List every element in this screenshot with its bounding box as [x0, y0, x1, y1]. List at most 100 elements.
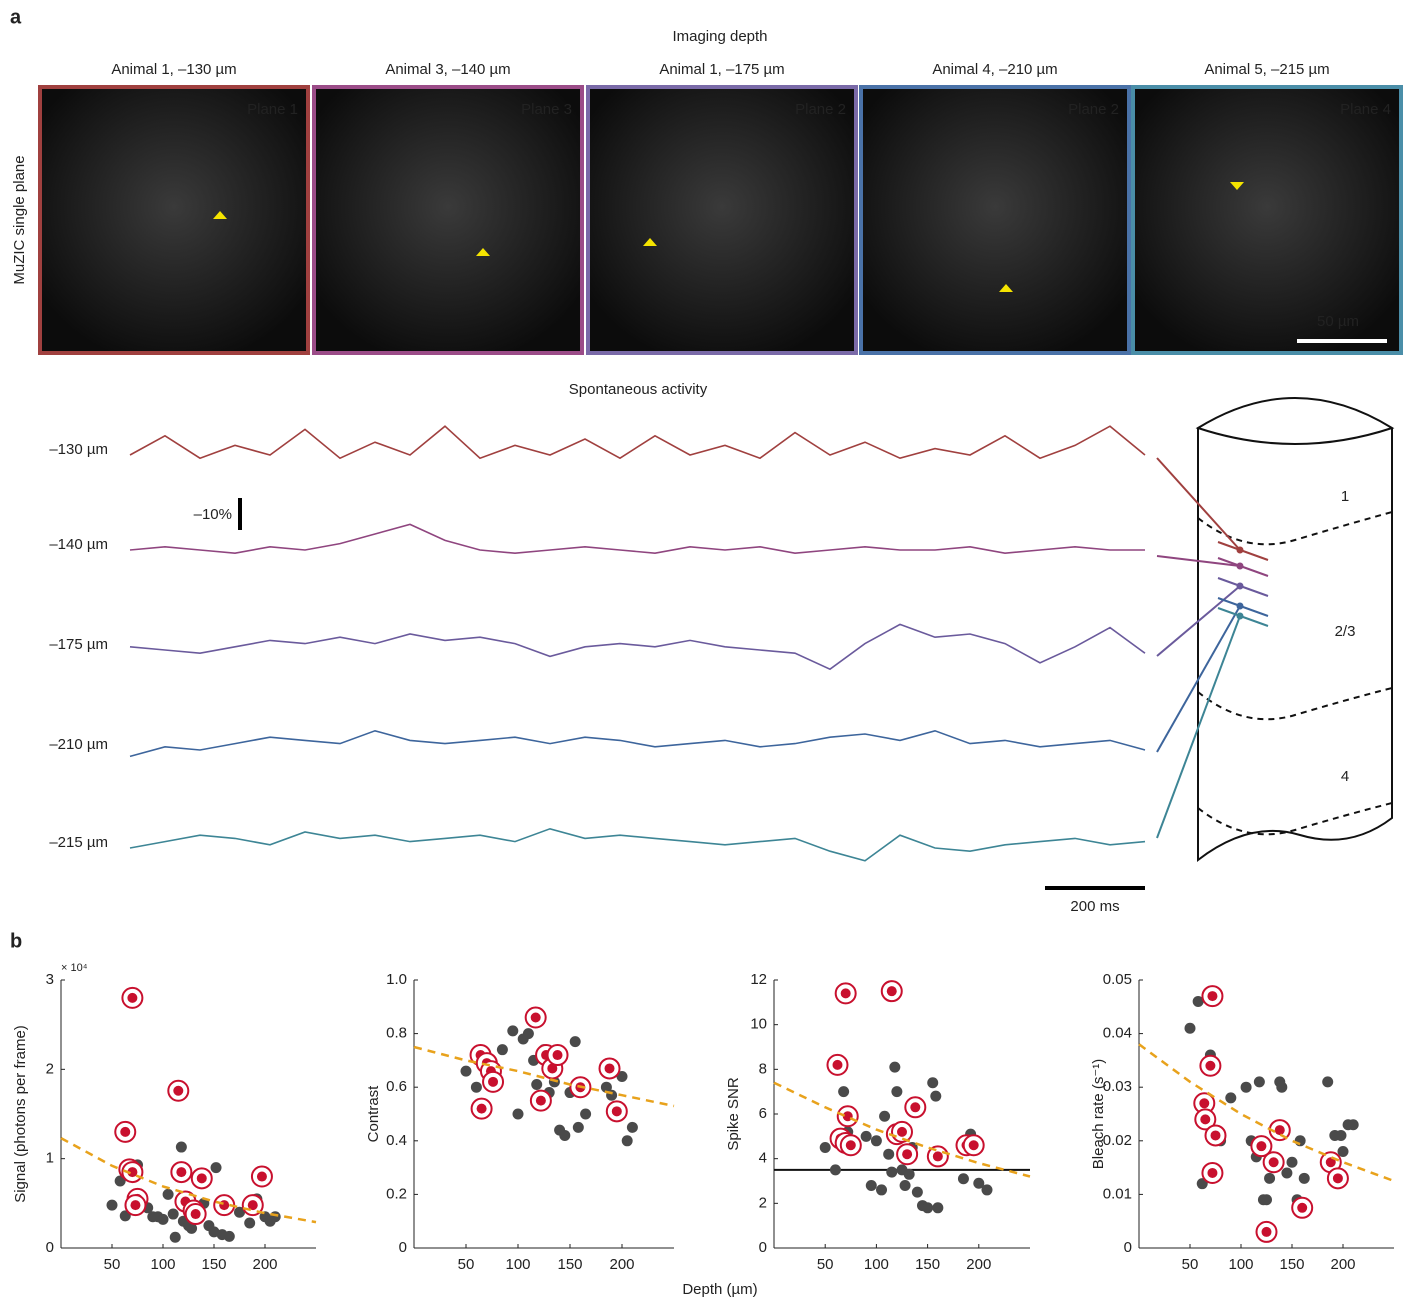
x-tick-label: 50 — [104, 1256, 121, 1273]
point — [1254, 1076, 1265, 1087]
point — [904, 1169, 915, 1180]
point — [830, 1164, 841, 1175]
point — [224, 1231, 235, 1242]
point — [932, 1202, 943, 1213]
point — [513, 1109, 524, 1120]
point — [933, 1151, 943, 1161]
y-tick-label: 0 — [1124, 1239, 1132, 1256]
point — [580, 1109, 591, 1120]
point — [1185, 1023, 1196, 1034]
y-tick-label: 0.2 — [386, 1185, 407, 1202]
y-tick-label: 2 — [759, 1194, 767, 1211]
x-axis-label: Depth (µm) — [682, 1281, 757, 1298]
point — [622, 1135, 633, 1146]
point — [922, 1202, 933, 1213]
layer-label: 2/3 — [1335, 623, 1356, 640]
point — [257, 1172, 267, 1182]
image-label: Animal 1, –130 µm — [111, 61, 236, 78]
y-tick-label: 0.04 — [1103, 1025, 1132, 1042]
point — [1281, 1167, 1292, 1178]
plane-label: Plane 1 — [247, 101, 298, 118]
point — [1211, 1130, 1221, 1140]
point — [612, 1106, 622, 1116]
point — [605, 1063, 615, 1073]
y-tick-label: 0 — [399, 1239, 407, 1256]
point — [127, 993, 137, 1003]
point — [910, 1102, 920, 1112]
x-tick-label: 200 — [252, 1256, 277, 1273]
x-tick-label: 150 — [557, 1256, 582, 1273]
image-frame — [1133, 87, 1401, 353]
plane-label: Plane 2 — [1068, 101, 1119, 118]
y-tick-label: 0 — [46, 1239, 54, 1256]
point — [886, 1167, 897, 1178]
y-axis-label: Spike SNR — [725, 1077, 742, 1151]
x-tick-label: 200 — [1330, 1256, 1355, 1273]
x-tick-label: 50 — [817, 1256, 834, 1273]
x-tick-label: 150 — [915, 1256, 940, 1273]
point — [930, 1091, 941, 1102]
point — [927, 1077, 938, 1088]
point — [1348, 1119, 1359, 1130]
trace-label: –130 µm — [49, 441, 108, 458]
trace-title: Spontaneous activity — [569, 381, 708, 398]
point — [1225, 1092, 1236, 1103]
y-axis-label: Signal (photons per frame) — [12, 1025, 29, 1203]
point — [130, 1200, 140, 1210]
y-tick-label: 0.8 — [386, 1025, 407, 1042]
point — [879, 1111, 890, 1122]
panel-label: a — [10, 6, 22, 28]
point — [1241, 1082, 1252, 1093]
y-tick-label: 3 — [46, 971, 54, 988]
point — [163, 1189, 174, 1200]
point — [219, 1200, 229, 1210]
point — [1322, 1076, 1333, 1087]
plane-label: Plane 2 — [795, 101, 846, 118]
layer-label: 1 — [1341, 488, 1349, 505]
y-tick-label: 0.05 — [1103, 971, 1132, 988]
y-tick-label: 12 — [750, 971, 767, 988]
point — [1333, 1173, 1343, 1183]
point — [838, 1086, 849, 1097]
y-exponent: × 10⁴ — [61, 962, 88, 974]
x-tick-label: 100 — [1228, 1256, 1253, 1273]
image-label: Animal 5, –215 µm — [1204, 61, 1329, 78]
point — [627, 1122, 638, 1133]
point — [477, 1104, 487, 1114]
point — [559, 1130, 570, 1141]
trace-label: –210 µm — [49, 736, 108, 753]
y-tick-label: 0.4 — [386, 1132, 407, 1149]
point — [553, 1050, 563, 1060]
depth-dot — [1237, 613, 1244, 620]
y-tick-label: 1.0 — [386, 971, 407, 988]
point — [866, 1180, 877, 1191]
y-tick-label: 10 — [750, 1016, 767, 1033]
point — [981, 1184, 992, 1195]
point — [1276, 1082, 1287, 1093]
trace-label: –215 µm — [49, 834, 108, 851]
x-tick-label: 150 — [201, 1256, 226, 1273]
point — [912, 1187, 923, 1198]
point — [176, 1142, 187, 1153]
plane-label: Plane 3 — [521, 101, 572, 118]
point — [841, 988, 851, 998]
depth-dot — [1237, 547, 1244, 554]
scale-bar-x-label: 200 ms — [1070, 898, 1119, 915]
point — [889, 1062, 900, 1073]
point — [1299, 1173, 1310, 1184]
point — [573, 1122, 584, 1133]
depth-dot — [1237, 583, 1244, 590]
point — [958, 1173, 969, 1184]
depth-dot — [1237, 603, 1244, 610]
point — [1207, 991, 1217, 1001]
point — [1264, 1173, 1275, 1184]
point — [1295, 1135, 1306, 1146]
trace — [130, 731, 1145, 757]
point — [1200, 1114, 1210, 1124]
point — [173, 1086, 183, 1096]
point — [1297, 1203, 1307, 1213]
point — [270, 1211, 281, 1222]
x-tick-label: 200 — [966, 1256, 991, 1273]
point — [832, 1060, 842, 1070]
point — [969, 1140, 979, 1150]
